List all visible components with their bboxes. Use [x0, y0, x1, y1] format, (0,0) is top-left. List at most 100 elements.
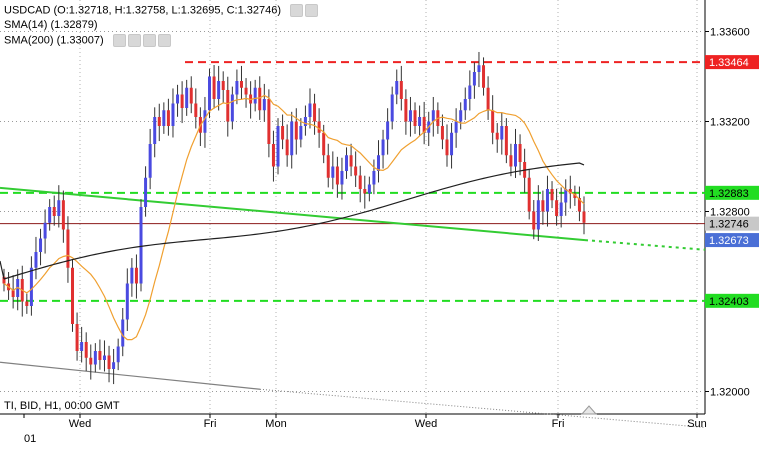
candle-body: [166, 110, 170, 126]
candle-body: [386, 121, 390, 140]
candle-body: [367, 184, 371, 194]
candle-body: [472, 72, 476, 86]
candle-body: [559, 202, 563, 216]
candle-body: [495, 132, 499, 140]
candle-body: [84, 342, 88, 358]
candle-body: [171, 103, 175, 126]
candle-body: [267, 99, 271, 144]
candle-body: [445, 139, 449, 156]
candle-body: [440, 126, 444, 140]
level-badge-label: 1.33464: [709, 57, 749, 69]
candle-body: [180, 94, 184, 108]
candle-body: [102, 355, 106, 360]
candle-body: [322, 132, 326, 156]
candle-body: [239, 81, 243, 88]
x-tick-label: Fri: [204, 418, 217, 430]
candle-body: [568, 189, 572, 194]
candle-body: [144, 177, 148, 207]
candle-body: [303, 117, 307, 126]
candle-body: [221, 81, 225, 90]
current-price-label: 1.32746: [709, 219, 749, 231]
candle-body: [532, 211, 536, 230]
x-axis-labels: 01 Wed Fri Mon Wed Fri Sun: [23, 414, 707, 445]
candle-body: [148, 144, 152, 178]
current-price-badge: [705, 216, 759, 231]
legend-sma14-text: SMA(14) (1.32879): [4, 19, 98, 31]
candle-body: [463, 99, 467, 111]
candle-body: [294, 121, 298, 140]
candle-body: [331, 166, 335, 178]
candle-body: [477, 65, 481, 72]
candle-body: [418, 117, 422, 126]
candle-body: [399, 81, 403, 99]
candle-body: [450, 132, 454, 156]
close-icon[interactable]: [157, 33, 171, 47]
candle-body: [244, 87, 248, 95]
legend-sma14: SMA(14) (1.32879): [4, 18, 98, 33]
candle-body: [550, 189, 554, 201]
candle-body: [482, 65, 486, 88]
candle-body: [121, 319, 125, 347]
candle-body: [271, 144, 275, 167]
candle-body: [564, 189, 568, 203]
green-trendline: [0, 186, 586, 242]
sma14-line: [3, 94, 585, 341]
x-tick-label: Mon: [265, 418, 286, 430]
candle-body: [335, 166, 339, 185]
gray-trendline: [0, 361, 261, 390]
x-tick-label: Fri: [552, 418, 565, 430]
candle-body: [2, 276, 6, 284]
level-badge: [705, 293, 759, 308]
candle-body: [176, 94, 180, 104]
legend-sma200: SMA(200) (1.33007): [4, 33, 173, 48]
settings-icon[interactable]: [290, 3, 304, 17]
candle-body: [107, 355, 111, 369]
candle-body: [80, 342, 84, 351]
candle-body: [381, 139, 385, 156]
settings-icon[interactable]: [112, 33, 126, 47]
candle-body: [541, 200, 545, 212]
candle-body: [39, 238, 43, 252]
legend-sma200-text: SMA(200) (1.33007): [4, 34, 104, 47]
horizontal-levels: [0, 61, 705, 302]
candle-body: [468, 85, 472, 99]
level-badge-label: 1.32883: [709, 188, 749, 200]
gray-trendline-projection: [259, 388, 706, 428]
price-badges: 1.33464 1.32883 1.32403 1.32746 1.32673: [705, 55, 759, 308]
moving-averages: [0, 94, 585, 341]
candle-body: [226, 90, 230, 122]
candle-body: [253, 87, 257, 104]
arrow-icon[interactable]: [142, 33, 156, 47]
candle-body: [52, 207, 56, 216]
candle-body: [527, 177, 531, 212]
hide-icon[interactable]: [127, 33, 141, 47]
candle-body: [134, 267, 138, 284]
green-trendline-projection: [584, 239, 706, 251]
candle-body: [513, 144, 517, 167]
y-tick-label: 1.33600: [710, 27, 750, 39]
trendlines: [0, 186, 706, 428]
candle-body: [545, 189, 549, 212]
candle-body: [290, 121, 294, 156]
candle-body: [349, 155, 353, 167]
candle-body: [194, 103, 198, 117]
candle-body: [422, 117, 426, 133]
candle-body: [189, 87, 193, 104]
candle-body: [404, 99, 408, 122]
candle-body: [376, 155, 380, 171]
candle-body: [276, 126, 280, 167]
sma200-line: [3, 162, 585, 280]
level-badge: [705, 185, 759, 200]
candle-body: [509, 155, 513, 167]
candle-body: [34, 252, 38, 268]
close-icon[interactable]: [305, 3, 319, 17]
candle-body: [112, 362, 116, 369]
level-badge-label: 1.32403: [709, 296, 749, 308]
legend-ohlc: USDCAD (O:1.32718, H:1.32758, L:1.32695,…: [4, 3, 320, 18]
candle-body: [500, 126, 504, 140]
level-badge: [705, 55, 759, 70]
candle-body: [258, 87, 262, 111]
candle-body: [162, 110, 166, 126]
chart-shift-marker[interactable]: [580, 405, 598, 415]
